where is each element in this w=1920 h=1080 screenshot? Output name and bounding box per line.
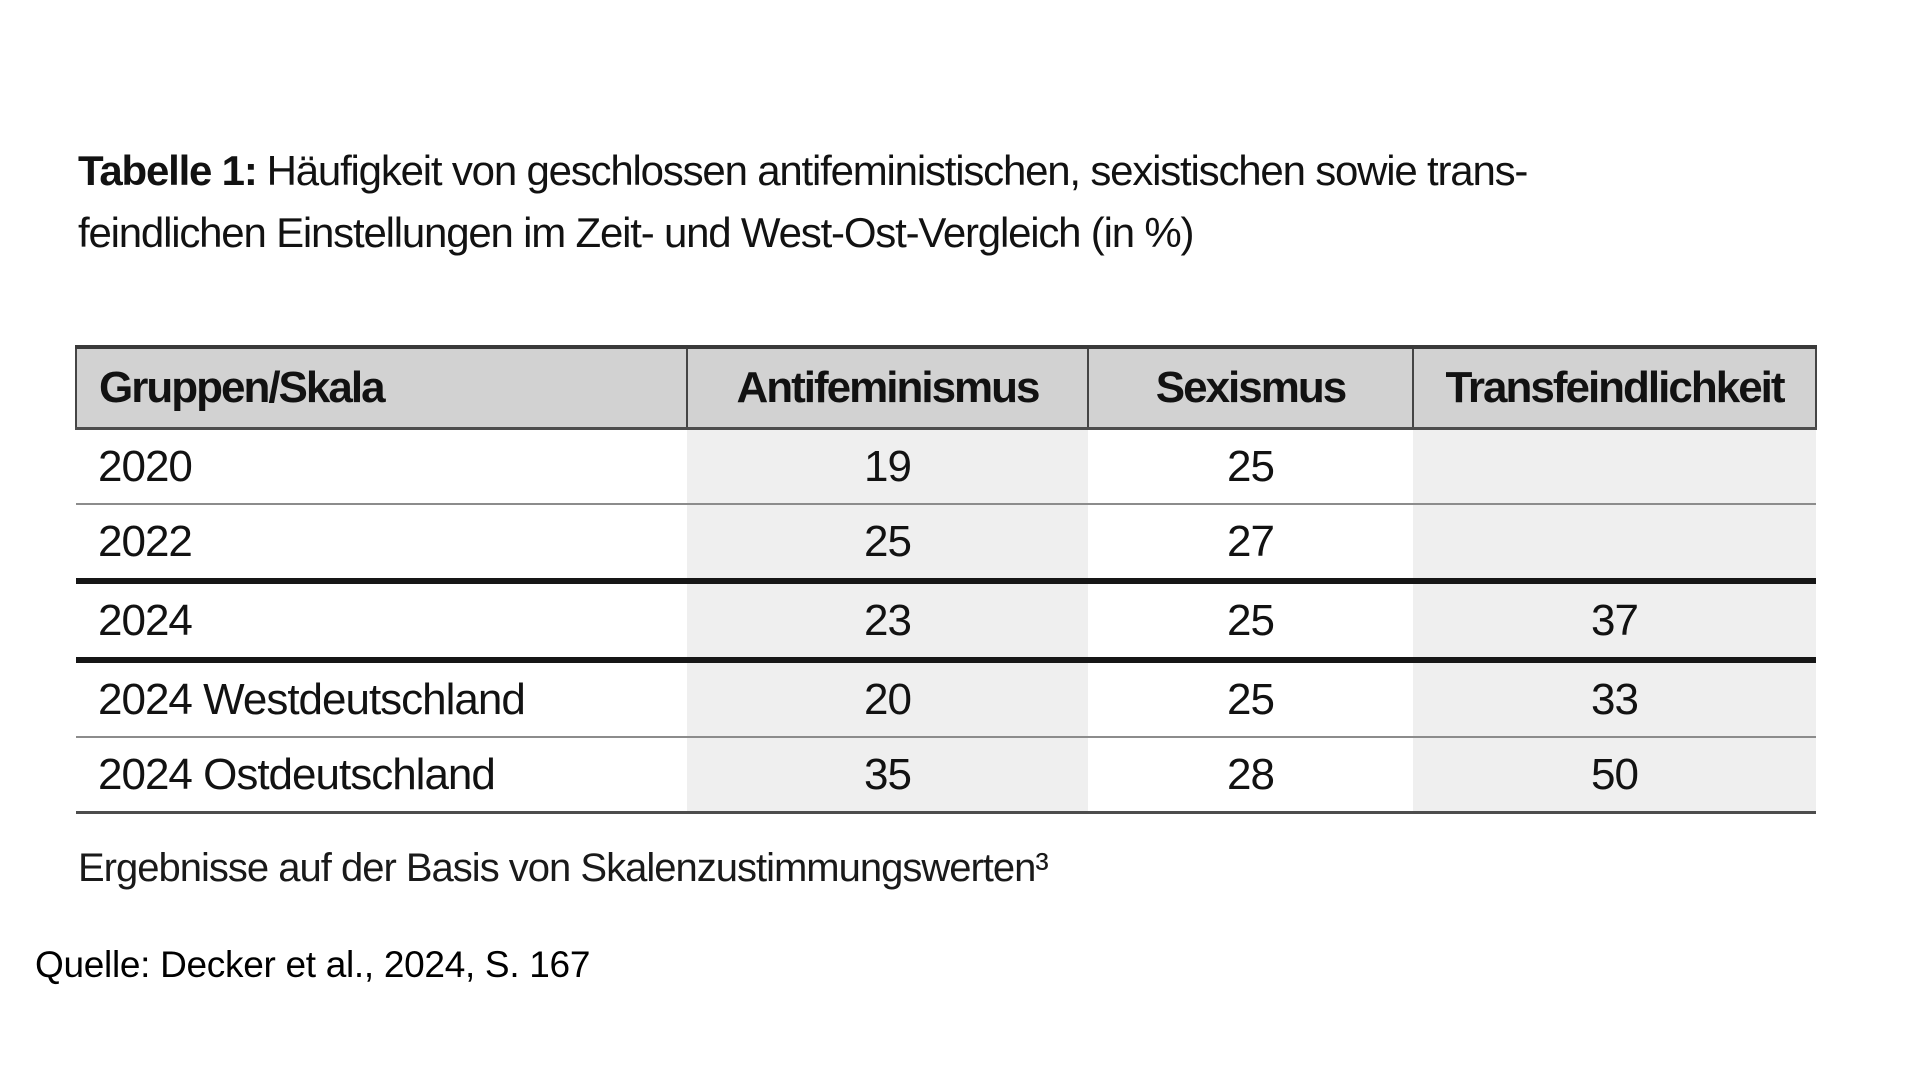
- value-cell-sexismus: 25: [1088, 581, 1413, 660]
- table-caption: Tabelle 1: Häufigkeit von geschlossen ant…: [78, 140, 1568, 264]
- value-cell-antifeminismus: 23: [687, 581, 1088, 660]
- row-label-cell: 2020: [76, 428, 687, 504]
- row-label-cell: 2022: [76, 504, 687, 581]
- column-header-transfeindlichkeit: Transfeindlichkeit: [1412, 347, 1817, 429]
- table-row-2024-ostdeutschland: 2024 Ostdeutschland 35 28 50: [76, 737, 1816, 813]
- table-caption-line2: feindlichen Einstellungen im Zeit- und W…: [78, 209, 1194, 256]
- table-row-2020: 2020 19 25: [76, 428, 1816, 504]
- value-cell-transfeindlichkeit: [1413, 504, 1816, 581]
- column-header-gruppen-skala: Gruppen/Skala: [75, 347, 688, 429]
- column-header-antifeminismus: Antifeminismus: [686, 347, 1089, 429]
- value-cell-transfeindlichkeit: 33: [1413, 660, 1816, 737]
- row-label-cell: 2024 Westdeutschland: [76, 660, 687, 737]
- table-row-2024-westdeutschland: 2024 Westdeutschland 20 25 33: [76, 660, 1816, 737]
- table-header-row: Gruppen/Skala Antifeminismus Sexismus Tr…: [75, 347, 1817, 429]
- table-footnote: Ergebnisse auf der Basis von Skalenzusti…: [78, 846, 1049, 890]
- value-cell-antifeminismus: 35: [687, 737, 1088, 813]
- value-cell-sexismus: 25: [1088, 428, 1413, 504]
- value-cell-sexismus: 28: [1088, 737, 1413, 813]
- table-caption-line1: Häufigkeit von geschlossen antifeministi…: [266, 147, 1529, 194]
- table-row-2022: 2022 25 27: [76, 504, 1816, 581]
- source-citation: Quelle: Decker et al., 2024, S. 167: [35, 944, 591, 985]
- value-cell-sexismus: 27: [1088, 504, 1413, 581]
- value-cell-transfeindlichkeit: [1413, 428, 1816, 504]
- row-label-cell: 2024 Ostdeutschland: [76, 737, 687, 813]
- data-table: Gruppen/Skala Antifeminismus Sexismus Tr…: [75, 345, 1817, 814]
- column-header-sexismus: Sexismus: [1087, 347, 1414, 429]
- row-label-cell: 2024: [76, 581, 687, 660]
- table-caption-label: Tabelle 1:: [78, 147, 258, 194]
- value-cell-transfeindlichkeit: 37: [1413, 581, 1816, 660]
- table-row-2024: 2024 23 25 37: [76, 581, 1816, 660]
- value-cell-antifeminismus: 25: [687, 504, 1088, 581]
- value-cell-transfeindlichkeit: 50: [1413, 737, 1816, 813]
- value-cell-antifeminismus: 20: [687, 660, 1088, 737]
- value-cell-antifeminismus: 19: [687, 428, 1088, 504]
- value-cell-sexismus: 25: [1088, 660, 1413, 737]
